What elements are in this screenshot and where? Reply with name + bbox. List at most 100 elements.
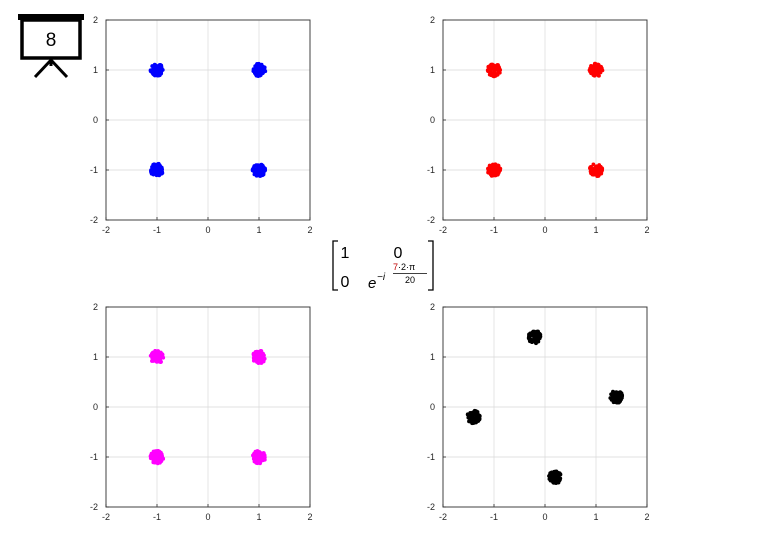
y-tick-label: -2 [90, 215, 98, 225]
data-point-cluster [251, 449, 267, 466]
plot-border [442, 306, 648, 508]
data-point-cluster [148, 62, 165, 78]
chart-panel-top-left: -2 -1 0 1 2 -2 -1 0 1 2 [90, 15, 313, 235]
data-point [490, 169, 495, 174]
data-point-cluster [250, 162, 268, 178]
data-point [155, 165, 160, 169]
chart-panel-bottom-left: -2 -1 0 1 2 -2 -1 0 1 2 [90, 302, 313, 522]
data-point [471, 419, 476, 423]
y-tick-label: 0 [430, 402, 435, 412]
y-tick-label: 0 [93, 402, 98, 412]
data-point-cluster [149, 161, 165, 178]
data-point [609, 392, 613, 397]
y-tick-label: -1 [427, 452, 435, 462]
y-tick-label: 1 [93, 352, 98, 362]
data-point [533, 340, 538, 345]
data-point [153, 451, 158, 456]
y-tick-label: 0 [93, 115, 98, 125]
data-point [488, 64, 493, 69]
data-point [496, 66, 501, 71]
data-point [591, 162, 596, 167]
y-tick-label: 1 [430, 352, 435, 362]
x-tick-label: -2 [102, 512, 110, 522]
data-point [156, 72, 161, 77]
data-point [155, 351, 160, 355]
data-point [256, 69, 261, 74]
matrix-left-bracket [332, 240, 338, 291]
data-point [473, 412, 477, 417]
data-point [495, 167, 500, 172]
data-point [599, 166, 604, 171]
data-point [159, 65, 164, 70]
data-point [153, 64, 158, 69]
y-tick-label: -1 [90, 165, 98, 175]
data-point [259, 458, 264, 463]
data-point [596, 62, 601, 67]
data-point [252, 164, 257, 168]
x-tick-label: -2 [439, 512, 447, 522]
data-point [158, 360, 163, 364]
data-point-cluster [251, 348, 267, 365]
x-tick-label: 0 [542, 512, 547, 522]
data-point [156, 161, 161, 166]
data-point [261, 65, 266, 70]
x-tick-label: -2 [102, 225, 110, 235]
data-point-cluster [588, 162, 605, 179]
y-tick-label: -2 [427, 502, 435, 512]
y-tick-label: 1 [430, 65, 435, 75]
data-point [538, 334, 543, 339]
matrix-exp-numerator-rest: ·2·π [398, 262, 415, 272]
data-point [492, 72, 497, 77]
data-point [615, 396, 620, 401]
plot-border [442, 19, 648, 221]
data-point [260, 163, 265, 168]
data-point-cluster [526, 329, 543, 346]
data-point [251, 358, 256, 363]
matrix-exp-numerator-highlight: 7 [393, 262, 398, 272]
x-tick-label: 2 [644, 225, 649, 235]
data-point [548, 473, 553, 478]
data-point [532, 329, 537, 334]
data-point [150, 169, 155, 174]
data-point-cluster [547, 469, 563, 486]
data-point [153, 358, 158, 363]
matrix-entry-1-2: 0 [394, 245, 403, 262]
data-point [152, 164, 157, 169]
data-point [497, 70, 502, 75]
data-point [257, 351, 262, 356]
x-tick-label: 2 [644, 512, 649, 522]
plot-border [105, 306, 311, 508]
x-tick-label: 0 [205, 512, 210, 522]
x-tick-label: -1 [490, 225, 498, 235]
data-point [148, 453, 153, 458]
data-point [150, 355, 155, 360]
data-point [469, 411, 474, 416]
data-point [254, 354, 259, 358]
data-point [491, 67, 496, 72]
x-tick-label: 0 [542, 225, 547, 235]
x-tick-label: 1 [593, 512, 598, 522]
matrix-exp-sign: −i [377, 272, 386, 283]
data-point [157, 173, 162, 178]
data-point [158, 164, 163, 169]
x-tick-label: -2 [439, 225, 447, 235]
x-tick-label: -1 [490, 512, 498, 522]
x-tick-label: 1 [256, 512, 261, 522]
data-point [159, 459, 164, 464]
matrix-entry-2-1: 0 [341, 274, 350, 291]
plot-border [105, 19, 311, 221]
data-point [260, 71, 265, 76]
y-tick-label: -2 [90, 502, 98, 512]
data-point [155, 169, 160, 174]
data-point [151, 458, 156, 463]
data-point [263, 168, 268, 172]
rotation-matrix: 1 0 0 e −i 7·2·π 20 [332, 240, 434, 292]
data-point [476, 412, 480, 417]
matrix-exp-denominator: 20 [405, 275, 415, 285]
y-tick-label: -2 [427, 215, 435, 225]
data-point [255, 357, 260, 362]
data-point [161, 355, 166, 360]
data-point [530, 333, 535, 338]
data-point [152, 454, 157, 459]
